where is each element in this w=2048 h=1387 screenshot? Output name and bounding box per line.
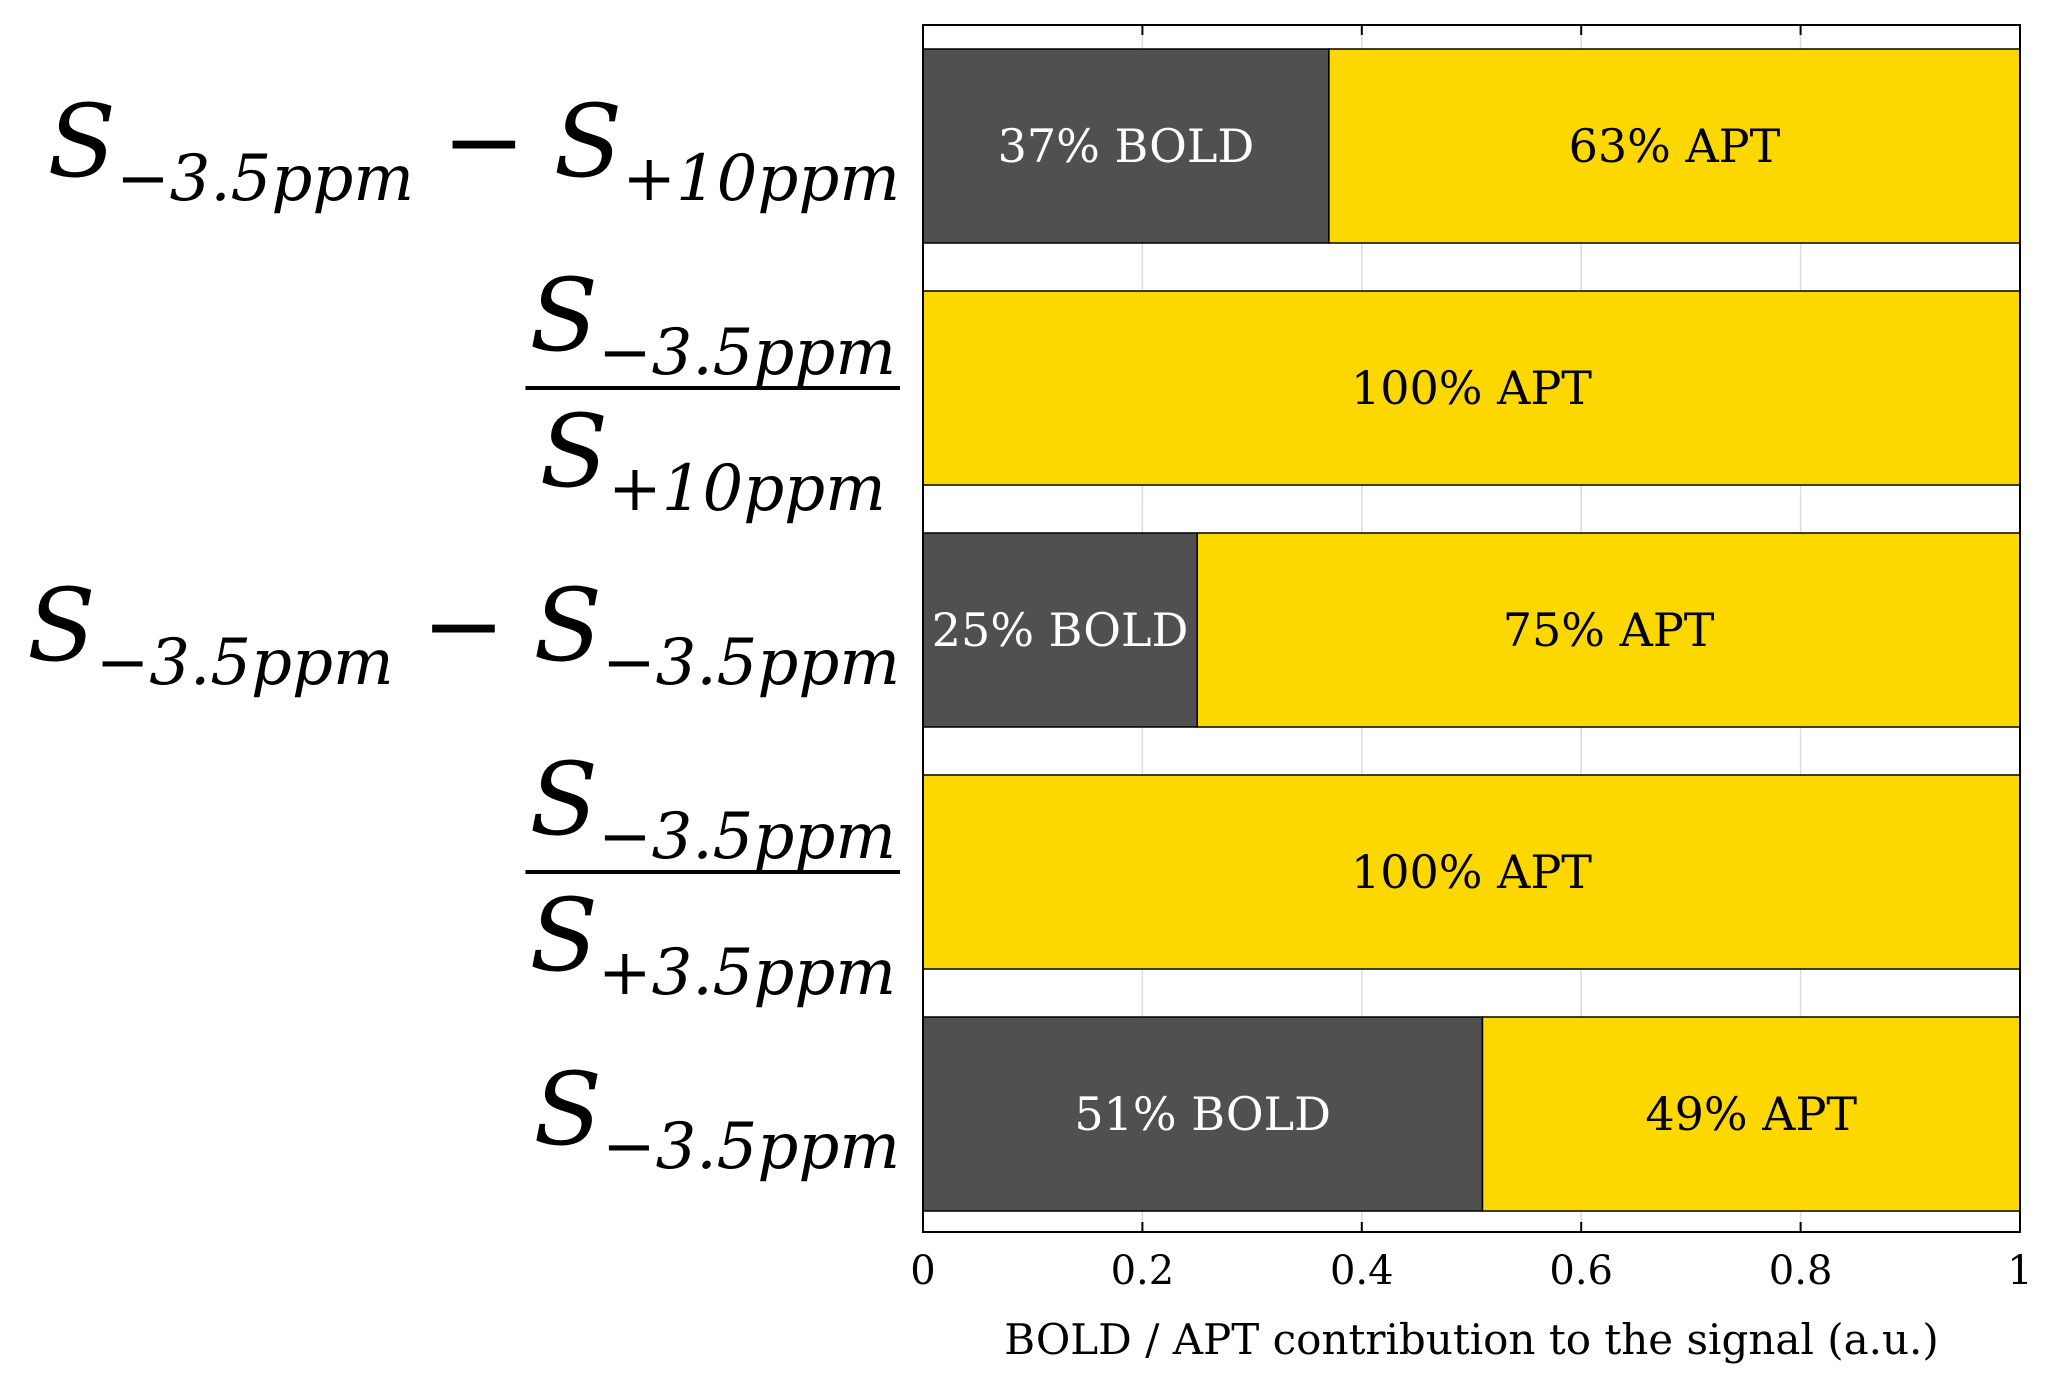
bar-data-label: 25% BOLD (932, 603, 1189, 657)
bar-data-label: 51% BOLD (1074, 1087, 1331, 1141)
math-symbol: S (533, 567, 602, 684)
bar-segment-apt (922, 290, 2021, 486)
x-tick-label: 0.2 (1111, 1248, 1175, 1294)
bar-data-label: 63% APT (1569, 119, 1781, 173)
math-subscript: −3.5ppm (598, 800, 896, 874)
bar-segments: 37% BOLD 63% APT 100% APT 25% BOLD 75% APT 10… (922, 48, 2021, 1212)
math-subscript: −3.5ppm (602, 626, 900, 700)
math-symbol: S (540, 393, 609, 510)
bar-data-label: 75% APT (1503, 603, 1715, 657)
math-term: S−3.5ppm (27, 567, 394, 700)
bar-segment-bold (922, 1016, 1484, 1212)
category-label-1: S+10ppm−S−3.5ppm (47, 83, 900, 216)
math-subscript: −3.5ppm (116, 142, 414, 216)
x-tick-label: 1 (2007, 1248, 2032, 1294)
category-label-5: S−3.5ppm (533, 1051, 900, 1184)
math-operator: − (442, 83, 526, 200)
math-subscript: +3.5ppm (598, 936, 896, 1010)
math-subscript: −3.5ppm (96, 626, 394, 700)
bar-segment-apt (1328, 48, 2021, 244)
math-symbol: S (529, 257, 598, 374)
x-tick-label: 0 (910, 1248, 935, 1294)
bar-segment-bold (922, 532, 1198, 728)
bar-data-label: 100% APT (1351, 845, 1592, 899)
math-term: S−3.5ppm (533, 567, 900, 700)
bar-data-label: 100% APT (1351, 361, 1592, 415)
math-symbol: S (47, 83, 116, 200)
plot-frame (922, 24, 2021, 1233)
math-symbol: S (27, 567, 96, 684)
math-symbol: S (554, 83, 623, 200)
math-term: S−3.5ppm (529, 257, 896, 390)
math-term: S−3.5ppm (47, 83, 414, 216)
x-axis-label: BOLD / APT contribution to the signal (a… (1004, 1315, 1939, 1364)
plot-border (922, 24, 2021, 1233)
x-tick-label: 0.8 (1769, 1248, 1833, 1294)
x-tick-label: 0.4 (1330, 1248, 1394, 1294)
math-subscript: −3.5ppm (602, 1110, 900, 1184)
math-subscript: +10ppm (608, 452, 886, 526)
math-term: S−3.5ppm (533, 1051, 900, 1184)
math-term: S+3.5ppm (529, 877, 896, 1010)
math-subscript: +10ppm (622, 142, 900, 216)
bar-segment-apt (1196, 532, 2021, 728)
category-label-3: S−3.5ppm−S−3.5ppm (27, 567, 900, 700)
category-labels: S+10ppm−S−3.5ppmS−3.5ppmS+10ppmS−3.5ppm−… (27, 83, 900, 1184)
math-subscript: −3.5ppm (598, 316, 896, 390)
bar-data-label: 49% APT (1645, 1087, 1857, 1141)
math-term: S+10ppm (554, 83, 900, 216)
bar-segment-bold (922, 48, 1330, 244)
bar-data-label: 37% BOLD (998, 119, 1255, 173)
math-term: S−3.5ppm (529, 741, 896, 874)
math-operator: − (422, 567, 506, 684)
math-symbol: S (529, 741, 598, 858)
math-symbol: S (529, 877, 598, 994)
x-axis-ticks: 0 0.2 0.4 0.6 0.8 1 (910, 25, 2033, 1294)
math-term: S+10ppm (540, 393, 886, 526)
x-tick-label: 0.6 (1549, 1248, 1613, 1294)
math-symbol: S (533, 1051, 602, 1168)
